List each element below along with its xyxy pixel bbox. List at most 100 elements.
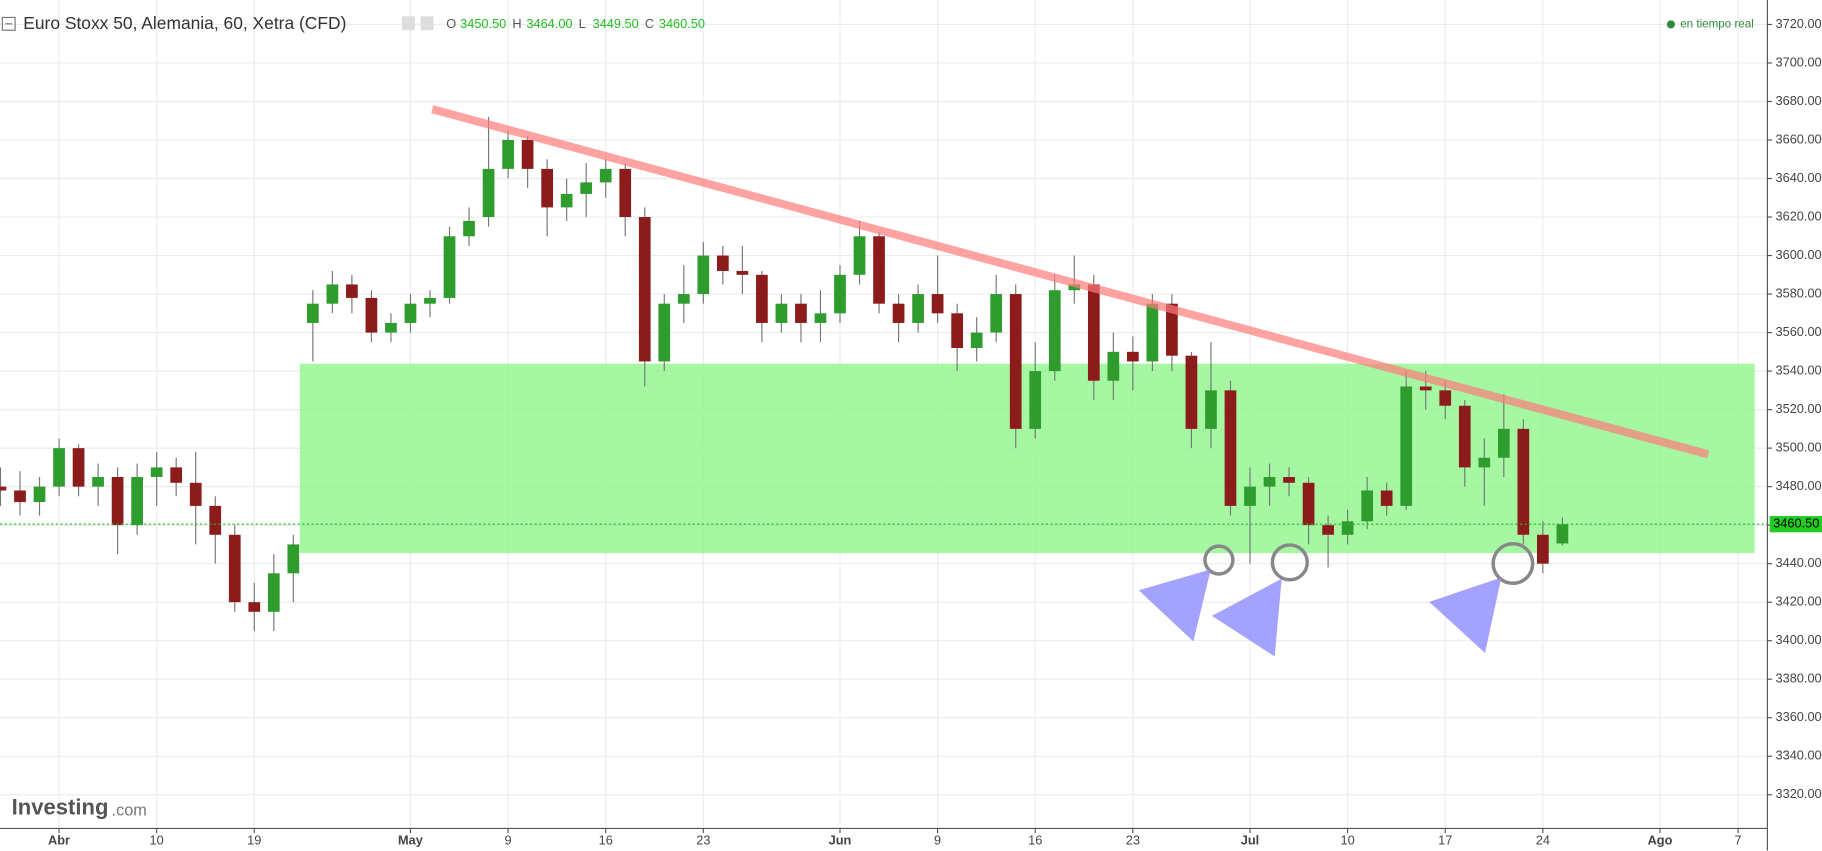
x-tick-label: Jul [1241, 833, 1259, 848]
arrow-marker [1211, 578, 1282, 657]
y-tick-label: 3440.00 [1776, 555, 1822, 570]
collapse-icon[interactable] [1, 16, 16, 31]
candle-body [346, 284, 358, 298]
candle-body [1263, 477, 1276, 487]
candle-body [189, 482, 202, 506]
settings-icon[interactable] [402, 16, 415, 31]
ohlc-key: O [446, 16, 456, 31]
candle-body [1029, 371, 1042, 429]
x-tick-label: 19 [247, 833, 261, 848]
candle-body [0, 486, 7, 491]
candle-body [1048, 290, 1061, 372]
candle-body [72, 448, 85, 487]
candle-body [736, 270, 749, 275]
candle-body [1302, 482, 1315, 526]
candle-body [1146, 303, 1159, 362]
y-tick-label: 3580.00 [1776, 285, 1822, 300]
candle-body [853, 236, 866, 275]
candle-body [1361, 490, 1374, 522]
candle-body [1126, 351, 1139, 362]
candle-body [53, 448, 65, 487]
candle-body [326, 284, 339, 304]
candle-body [92, 477, 104, 487]
candle-body [658, 303, 671, 362]
candle-body [580, 182, 593, 194]
candle-body [1419, 386, 1432, 391]
candle-body [1497, 428, 1510, 458]
candle-body [463, 220, 475, 237]
candle-body [892, 303, 905, 323]
candle-body [775, 303, 788, 323]
candle-body [1458, 405, 1471, 468]
candle-body [1380, 490, 1393, 506]
y-tick-label: 3600.00 [1776, 247, 1822, 262]
candle-body [756, 274, 768, 323]
x-tick-label: Abr [48, 833, 70, 848]
x-tick-label: 24 [1536, 833, 1550, 848]
settings-icon[interactable] [420, 16, 434, 31]
candle-body [1244, 486, 1256, 506]
candle-body [677, 294, 690, 304]
candle-body [385, 322, 397, 333]
ohlc-key: C [645, 16, 654, 31]
x-tick-label: 10 [1341, 833, 1355, 848]
candle-body [33, 486, 46, 503]
support-zone [299, 363, 1755, 554]
x-tick-label: 7 [1735, 833, 1742, 848]
x-tick-label: 23 [1126, 833, 1140, 848]
candle-body [619, 168, 632, 218]
candle-body [521, 140, 534, 169]
y-tick-label: 3640.00 [1776, 170, 1822, 185]
x-tick-label: May [398, 833, 424, 848]
candle-body [170, 467, 183, 483]
arrow-marker [1429, 577, 1502, 654]
y-tick-label: 3320.00 [1776, 786, 1822, 801]
y-tick-label: 3540.00 [1776, 362, 1822, 377]
candle-body [1166, 303, 1178, 356]
candle-body [970, 332, 983, 348]
x-tick-label: 16 [1028, 833, 1042, 848]
y-tick-label: 3400.00 [1776, 632, 1822, 647]
candle-body [931, 294, 944, 314]
candle-body [951, 313, 963, 348]
y-tick-label: 3660.00 [1776, 131, 1822, 146]
y-tick-label: 3700.00 [1776, 54, 1822, 69]
y-tick-label: 3620.00 [1776, 208, 1822, 223]
highlight-circle [1203, 544, 1235, 576]
candle-body [424, 297, 436, 304]
candle-body [541, 168, 553, 208]
chart-title: Euro Stoxx 50, Alemania, 60, Xetra (CFD) [23, 13, 346, 33]
candle-body [1087, 284, 1100, 381]
candle-body [1439, 390, 1452, 406]
ohlc-value: 3450.50 [460, 16, 506, 31]
y-tick-label: 3500.00 [1776, 439, 1822, 454]
last-price-label: 3460.50 [1773, 516, 1819, 531]
x-tick-label: 10 [150, 833, 164, 848]
candle-body [502, 140, 514, 169]
candle-body [306, 303, 319, 323]
x-tick-label: 17 [1438, 833, 1452, 848]
candle-body [111, 477, 124, 526]
candle-body [638, 217, 651, 362]
x-tick-label: Ago [1648, 833, 1673, 848]
y-tick-label: 3680.00 [1776, 93, 1822, 108]
candle-body [1322, 525, 1334, 535]
candle-body [365, 297, 378, 333]
candle-body [912, 294, 924, 323]
candle-body [1107, 351, 1120, 381]
ohlc-key: H [512, 16, 521, 31]
y-tick-label: 3480.00 [1776, 478, 1822, 493]
x-tick-label: 9 [934, 833, 941, 848]
candle-body [1400, 386, 1413, 506]
last-price-tag [1769, 516, 1822, 533]
candle-body [248, 602, 261, 612]
candle-body [795, 303, 807, 323]
candle-body [482, 168, 495, 218]
y-tick-label: 3380.00 [1776, 671, 1822, 686]
candle-body [1224, 390, 1237, 506]
candle-body [1068, 284, 1081, 291]
candle-body [1517, 428, 1530, 535]
ohlc-value: 3464.00 [526, 16, 572, 31]
